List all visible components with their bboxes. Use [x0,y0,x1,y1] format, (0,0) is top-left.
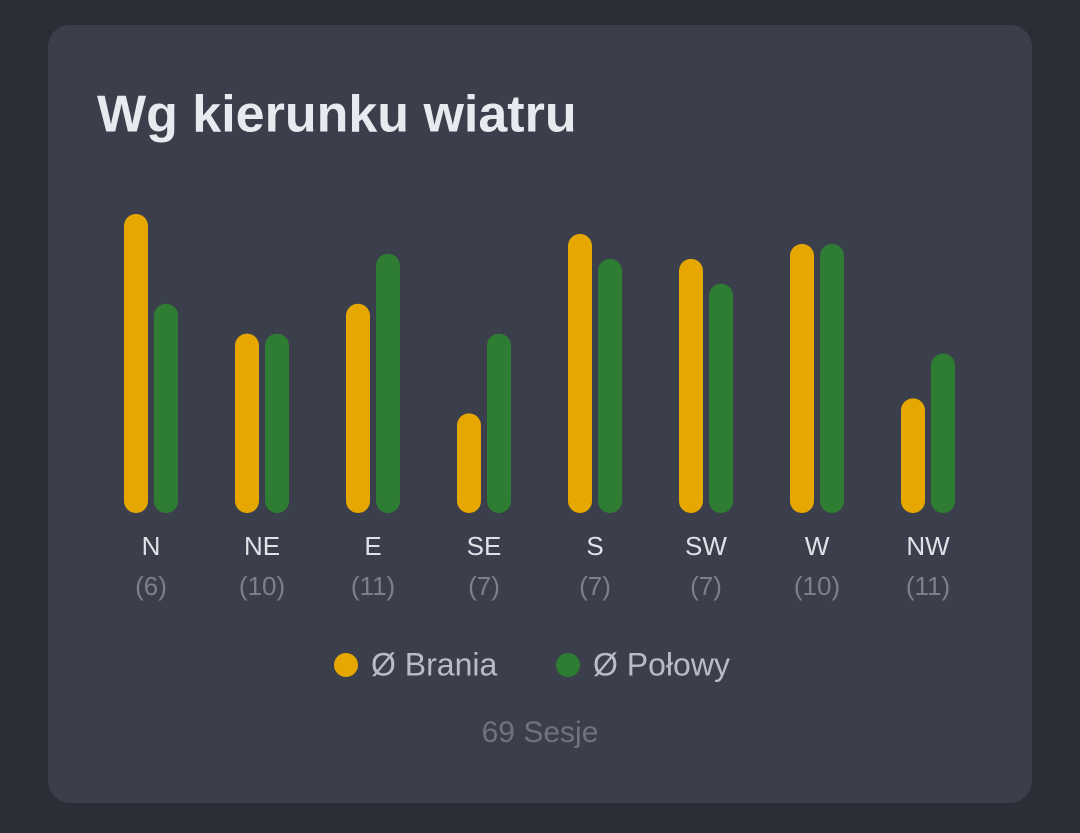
x-tick-label: W [805,531,830,561]
x-tick-label: N [142,531,161,561]
bar [568,233,592,513]
bar [679,258,703,513]
session-count: (6) [135,571,167,601]
bar [487,333,511,513]
bar [790,243,814,513]
x-tick-label: NW [906,531,950,561]
bar [235,333,259,513]
bar [598,258,622,513]
legend-label: Ø Brania [371,646,497,682]
bar [709,283,733,513]
session-count: (11) [351,571,395,601]
bar [265,333,289,513]
session-count: (11) [906,571,950,601]
x-tick-label: S [586,531,603,561]
x-tick-label: SW [685,531,727,561]
bar [376,253,400,513]
bar [154,303,178,513]
legend-marker [556,653,580,677]
chart-title: Wg kierunku wiatru [97,86,577,144]
session-count: (10) [239,571,285,601]
bar [901,398,925,513]
x-tick-label: NE [244,531,280,561]
session-count: (7) [468,571,500,601]
card [48,25,1032,803]
bar [124,214,148,513]
session-count: (10) [794,571,840,601]
x-tick-label: SE [467,531,502,561]
bar [931,353,955,513]
bar [820,243,844,513]
x-tick-label: E [364,531,381,561]
legend-label: Ø Połowy [593,646,730,682]
bar [457,413,481,513]
bar [346,303,370,513]
session-count: (7) [690,571,722,601]
footer: 69 Sesje [482,716,599,749]
session-count: (7) [579,571,611,601]
legend-marker [334,653,358,677]
